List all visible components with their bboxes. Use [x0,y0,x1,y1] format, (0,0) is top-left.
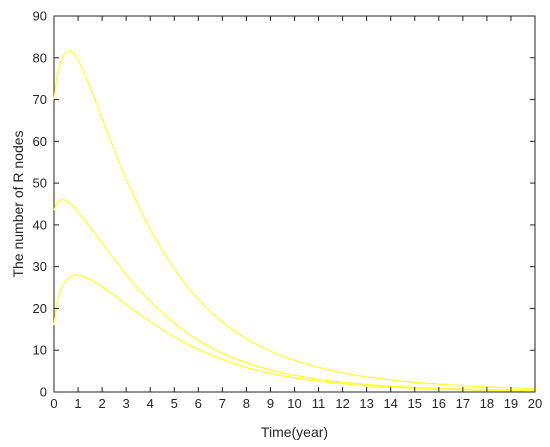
x-tick-label: 13 [359,396,373,411]
x-tick-label: 8 [243,396,250,411]
x-tick-label: 18 [480,396,494,411]
y-tick-label: 60 [33,134,47,149]
x-tick-label: 5 [171,396,178,411]
x-tick-label: 19 [504,396,518,411]
x-tick-label: 0 [50,396,57,411]
x-tick-label: 3 [123,396,130,411]
plot-frame [53,15,536,393]
x-tick-label: 9 [267,396,274,411]
y-tick-label: 0 [40,385,47,400]
y-tick-label: 70 [33,92,47,107]
x-tick-label: 11 [312,396,326,411]
y-axis-label: The number of R nodes [10,130,26,277]
x-tick-label: 2 [98,396,105,411]
y-axis-ticks: 0 10 20 30 40 50 60 70 80 90 [33,9,535,400]
x-axis-label: Time(year) [261,424,328,440]
x-tick-label: 17 [456,396,470,411]
x-tick-label: 15 [408,396,422,411]
series-layer [53,50,536,392]
y-tick-label: 80 [33,50,47,65]
x-tick-label: 20 [528,396,542,411]
x-tick-label: 12 [335,396,349,411]
x-axis-ticks: 0 1 2 3 4 5 6 7 8 9 10 11 12 13 14 15 16 17 18 19 20 [50,16,542,411]
x-tick-label: 4 [147,396,154,411]
x-tick-label: 7 [219,396,226,411]
y-tick-label: 10 [33,343,47,358]
y-tick-label: 50 [33,176,47,191]
series-line-2 [53,199,536,392]
x-tick-label: 6 [195,396,202,411]
y-tick-label: 90 [33,9,47,24]
series-line-1 [53,50,536,390]
y-tick-label: 30 [33,259,47,274]
x-tick-label: 16 [432,396,446,411]
y-tick-label: 20 [33,301,47,316]
y-tick-label: 40 [33,217,47,232]
x-tick-label: 10 [287,396,301,411]
plot-area [53,15,536,393]
series-line-3 [53,274,536,392]
x-tick-label: 14 [383,396,397,411]
x-tick-label: 1 [74,396,81,411]
